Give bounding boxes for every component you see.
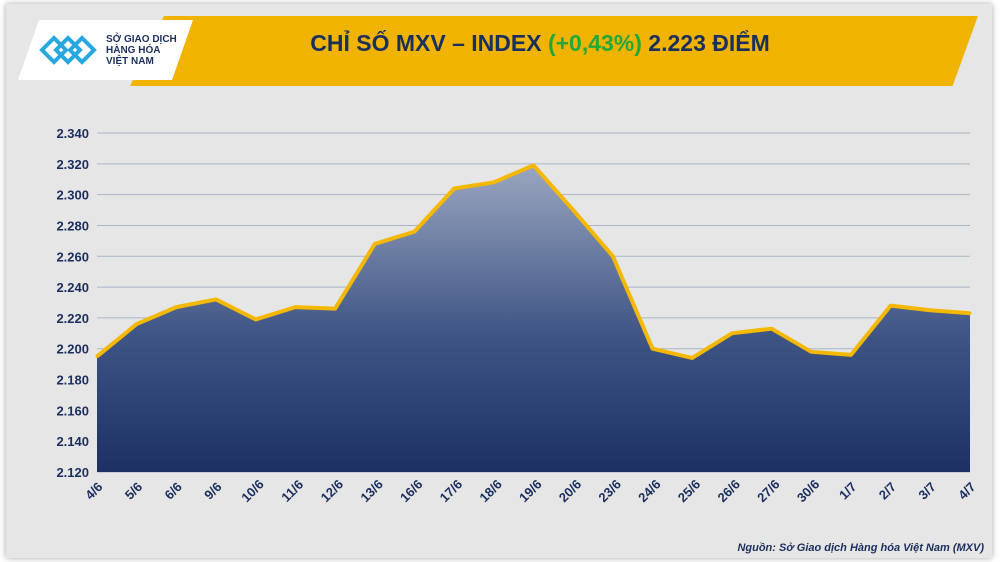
- y-tick-label: 2.220: [56, 311, 89, 326]
- logo-line: HÀNG HÓA: [106, 45, 161, 56]
- x-tick-label: 16/6: [397, 477, 426, 506]
- y-tick-label: 2.140: [56, 434, 89, 449]
- chart-title: CHỈ SỐ MXV – INDEX (+0,43%) 2.223 ĐIỂM: [190, 30, 890, 57]
- source-note: Nguồn: Sở Giao dịch Hàng hóa Việt Nam (M…: [737, 542, 984, 554]
- x-tick-label: 13/6: [357, 477, 386, 506]
- data-point: [373, 242, 377, 246]
- x-tick-label: 12/6: [318, 477, 347, 506]
- data-point: [770, 327, 774, 331]
- x-tick-label: 10/6: [238, 477, 267, 506]
- y-tick-label: 2.120: [56, 465, 89, 480]
- data-point: [333, 307, 337, 311]
- x-tick-label: 24/6: [635, 477, 664, 506]
- data-point: [452, 186, 456, 190]
- data-point: [849, 353, 853, 357]
- data-point: [293, 305, 297, 309]
- y-tick-label: 2.320: [56, 157, 89, 172]
- x-tick-label: 25/6: [675, 477, 704, 506]
- data-point: [730, 331, 734, 335]
- x-tick-label: 2/7: [876, 479, 899, 502]
- y-tick-label: 2.280: [56, 218, 89, 233]
- x-tick-label: 3/7: [915, 479, 938, 502]
- x-tick-label: 4/6: [82, 479, 105, 502]
- data-point: [492, 180, 496, 184]
- data-point: [135, 322, 139, 326]
- x-tick-label: 5/6: [122, 479, 145, 502]
- y-tick-label: 2.340: [56, 126, 89, 141]
- data-point: [809, 350, 813, 354]
- y-tick-label: 2.160: [56, 403, 89, 418]
- y-tick-label: 2.240: [56, 280, 89, 295]
- x-tick-label: 27/6: [754, 477, 783, 506]
- y-tick-label: 2.300: [56, 188, 89, 203]
- x-tick-label: 30/6: [794, 477, 823, 506]
- data-point: [532, 163, 535, 167]
- x-tick-label: 20/6: [556, 477, 585, 506]
- title-text: CHỈ SỐ MXV – INDEX: [310, 30, 548, 56]
- data-point: [611, 254, 615, 258]
- x-tick-label: 18/6: [476, 477, 505, 506]
- mxv-logo: SỞ GIAO DỊCH HÀNG HÓA VIỆT NAM: [18, 20, 193, 80]
- data-point: [651, 347, 655, 351]
- data-point: [968, 311, 972, 315]
- x-tick-label: 26/6: [714, 477, 743, 506]
- data-point: [95, 354, 99, 358]
- data-point: [174, 305, 178, 309]
- data-point: [571, 208, 575, 212]
- x-tick-label: 19/6: [516, 477, 545, 506]
- data-point: [412, 230, 416, 234]
- data-point: [214, 297, 218, 301]
- x-tick-label: 1/7: [836, 479, 859, 502]
- logo-line: VIỆT NAM: [106, 56, 154, 67]
- data-point: [928, 308, 932, 312]
- y-tick-label: 2.200: [56, 342, 89, 357]
- area-fill: [97, 165, 970, 473]
- x-tick-label: 11/6: [278, 477, 306, 505]
- x-tick-label: 4/7: [955, 479, 978, 502]
- data-point: [889, 304, 893, 308]
- y-tick-label: 2.180: [56, 373, 89, 388]
- data-point: [254, 317, 258, 321]
- x-tick-label: 23/6: [595, 477, 624, 506]
- title-banner: [130, 16, 978, 86]
- title-change: (+0,43%): [547, 30, 642, 56]
- data-point: [690, 356, 694, 360]
- logo-text: SỞ GIAO DỊCH HÀNG HÓA VIỆT NAM: [106, 34, 177, 67]
- logo-line: SỞ GIAO DỊCH: [106, 34, 177, 45]
- title-value: 2.223 ĐIỂM: [641, 30, 770, 56]
- x-tick-label: 9/6: [201, 479, 224, 502]
- x-tick-label: 17/6: [437, 477, 466, 506]
- x-tick-label: 6/6: [161, 479, 184, 502]
- y-tick-label: 2.260: [56, 249, 89, 264]
- logo-mark-icon: [39, 35, 97, 65]
